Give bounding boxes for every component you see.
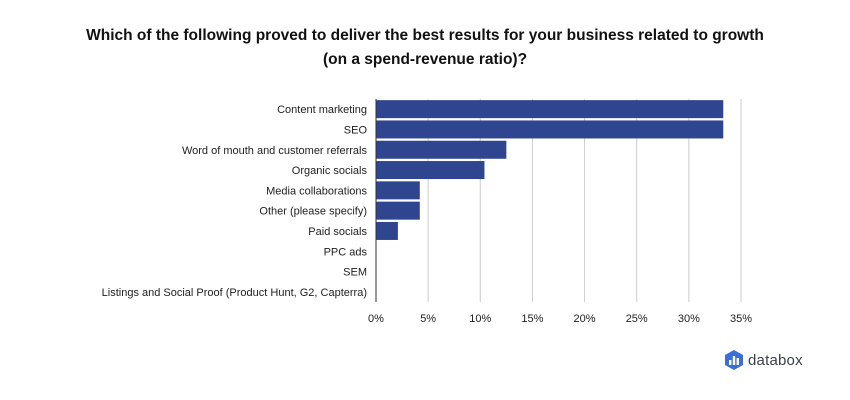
x-tick-label-10: 10% (469, 313, 491, 325)
x-tick-label-25: 25% (626, 313, 648, 325)
category-label-6: Paid socials (308, 226, 367, 238)
x-tick-label-20: 20% (574, 313, 596, 325)
category-label-0: Content marketing (277, 104, 367, 116)
databox-logo: databox (724, 349, 803, 371)
category-label-1: SEO (344, 124, 368, 136)
bar-4 (376, 181, 420, 200)
chart-title-line-2: (on a spend-revenue ratio)? (322, 51, 528, 68)
bar-5 (376, 201, 420, 220)
bar-0 (376, 100, 724, 119)
x-tick-label-35: 35% (730, 313, 752, 325)
bar-3 (376, 161, 485, 180)
bar-1 (376, 120, 724, 139)
category-label-8: SEM (343, 267, 367, 279)
x-tick-label-0: 0% (368, 313, 384, 325)
x-tick-label-5: 5% (420, 313, 436, 325)
category-label-3: Organic socials (292, 165, 368, 177)
bar-6 (376, 221, 398, 240)
x-tick-label-15: 15% (521, 313, 543, 325)
x-tick-label-30: 30% (678, 313, 700, 325)
category-label-5: Other (please specify) (259, 206, 367, 218)
category-label-2: Word of mouth and customer referrals (182, 145, 368, 157)
category-label-7: PPC ads (324, 246, 368, 258)
chart-title: Which of the following proved to deliver… (0, 24, 850, 72)
bar-2 (376, 140, 507, 159)
databox-logo-text: databox (748, 351, 803, 369)
category-label-9: Listings and Social Proof (Product Hunt,… (102, 287, 367, 299)
category-label-4: Media collaborations (266, 185, 367, 197)
chart-title-line-1: Which of the following proved to deliver… (86, 27, 764, 44)
databox-logo-icon (725, 350, 743, 370)
